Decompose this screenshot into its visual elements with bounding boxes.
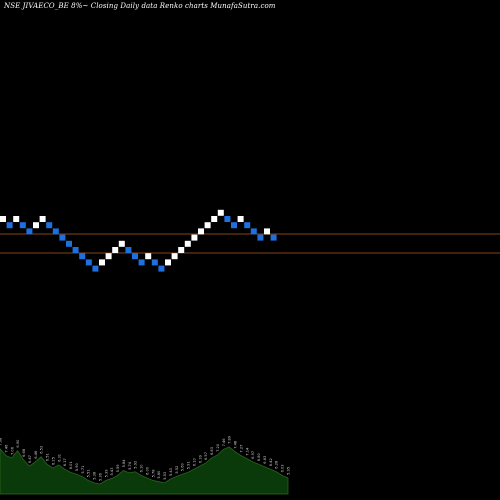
volume-label-24: 5.92 (134, 461, 138, 469)
volume-label-41: 7.48 (234, 440, 238, 449)
renko-brick-10-down (59, 234, 66, 241)
renko-brick-32-up (204, 222, 211, 229)
renko-brick-24-down (151, 259, 158, 266)
renko-bricks (0, 209, 277, 272)
volume-label-38: 7.20 (216, 443, 220, 452)
volume-label-26: 6.00 (145, 466, 149, 475)
chart-title: NSE JIVAECO_BE 8%~ Closing Daily data Re… (4, 2, 276, 10)
renko-brick-3-up (13, 216, 20, 222)
volume-label-50: 5.95 (287, 467, 291, 475)
volume-label-25: 6.10 (140, 464, 144, 473)
renko-brick-21-down (132, 253, 138, 260)
renko-brick-41-up (264, 228, 270, 235)
volume-label-28: 5.60 (157, 470, 161, 479)
volume-label-33: 5.91 (187, 461, 191, 469)
volume-label-14: 5.90 (75, 462, 79, 471)
volume-label-36: 6.57 (204, 452, 208, 460)
renko-brick-17-up (105, 253, 112, 260)
renko-brick-11-down (66, 240, 72, 247)
renko-brick-18-up (112, 247, 119, 253)
volume-label-30: 5.43 (169, 468, 173, 476)
renko-brick-26-up (165, 259, 171, 266)
volume-label-27: 5.78 (151, 469, 155, 478)
renko-brick-30-up (191, 234, 198, 241)
renko-brick-40-down (257, 234, 264, 241)
renko-brick-4-down (19, 222, 26, 229)
volume-label-39: 7.46 (222, 438, 226, 447)
volume-label-37: 6.83 (210, 447, 214, 455)
renko-brick-34-up (217, 209, 224, 216)
renko-brick-16-up (99, 259, 105, 266)
volume-label-11: 6.31 (57, 454, 61, 462)
volume-label-1: 7.68 (0, 437, 3, 446)
volume-label-5: 6.68 (22, 448, 26, 457)
volume-label-8: 6.53 (40, 446, 44, 454)
volume-label-3: 7.06 (10, 446, 14, 455)
volume-label-40: 7.89 (228, 435, 232, 444)
volume-label-2: 7.46 (4, 444, 8, 453)
renko-brick-5-down (26, 228, 33, 235)
volume-label-13: 6.01 (69, 461, 73, 469)
renko-brick-7-up (39, 216, 46, 222)
volume-area (0, 446, 289, 495)
volume-label-44: 6.97 (251, 451, 255, 459)
renko-brick-9-down (52, 228, 59, 235)
renko-brick-14-down (85, 259, 92, 266)
renko-brick-13-down (79, 253, 86, 260)
volume-label-17: 5.38 (93, 471, 97, 480)
renko-brick-20-down (125, 247, 132, 253)
volume-labels: 7.687.46 7.066.906.686.476.466.536.51 6.25… (0, 435, 291, 481)
renko-brick-27-up (171, 253, 178, 260)
volume-label-49: 6.03 (281, 464, 285, 472)
volume-label-21: 5.59 (116, 464, 120, 473)
renko-brick-33-up (211, 216, 218, 222)
volume-label-6: 6.47 (28, 455, 32, 463)
renko-brick-28-up (178, 247, 185, 253)
volume-label-4: 6.90 (16, 439, 20, 448)
renko-brick-39-down (250, 228, 257, 235)
volume-label-15: 5.71 (81, 466, 85, 474)
volume-label-32: 5.60 (181, 462, 185, 471)
renko-brick-12-down (72, 247, 79, 253)
renko-brick-23-up (145, 253, 152, 260)
volume-label-35: 6.39 (198, 454, 202, 463)
renko-brick-1-up (0, 216, 6, 222)
renko-brick-31-up (198, 228, 204, 235)
volume-label-47: 6.42 (269, 458, 273, 466)
level-lines (0, 233, 500, 254)
renko-brick-6-up (33, 222, 39, 229)
volume-label-43: 7.14 (245, 447, 249, 456)
renko-brick-35-down (224, 216, 231, 222)
renko-brick-19-up (118, 240, 125, 247)
renko-brick-37-up (237, 216, 244, 222)
volume-label-45: 6.80 (257, 452, 261, 461)
volume-label-48: 6.28 (275, 460, 279, 469)
volume-label-16: 5.51 (87, 469, 91, 477)
volume-panel (0, 446, 289, 495)
volume-label-23: 5.74 (128, 461, 132, 470)
volume-label-10: 6.25 (51, 457, 55, 465)
renko-brick-42-down (270, 234, 277, 241)
renko-brick-38-down (244, 222, 251, 229)
volume-label-34: 6.10 (193, 457, 197, 466)
renko-brick-8-down (46, 222, 53, 229)
renko-brick-22-down (138, 259, 145, 266)
volume-label-20: 5.43 (110, 467, 114, 475)
volume-label-31: 5.52 (175, 466, 179, 474)
volume-label-22: 5.84 (122, 459, 126, 468)
renko-brick-36-down (231, 222, 237, 229)
renko-brick-25-down (158, 265, 165, 272)
volume-label-12: 6.17 (63, 458, 67, 466)
volume-label-9: 6.51 (46, 453, 50, 461)
volume-label-7: 6.46 (34, 450, 38, 459)
renko-brick-2-down (6, 222, 13, 229)
volume-label-42: 7.27 (240, 445, 244, 453)
renko-brick-15-down (92, 265, 99, 272)
volume-label-29: 5.53 (163, 472, 167, 480)
volume-label-19: 5.39 (104, 469, 108, 478)
volume-label-18: 5.36 (98, 472, 102, 481)
volume-label-46: 6.63 (263, 456, 267, 464)
renko-brick-29-up (184, 240, 191, 247)
